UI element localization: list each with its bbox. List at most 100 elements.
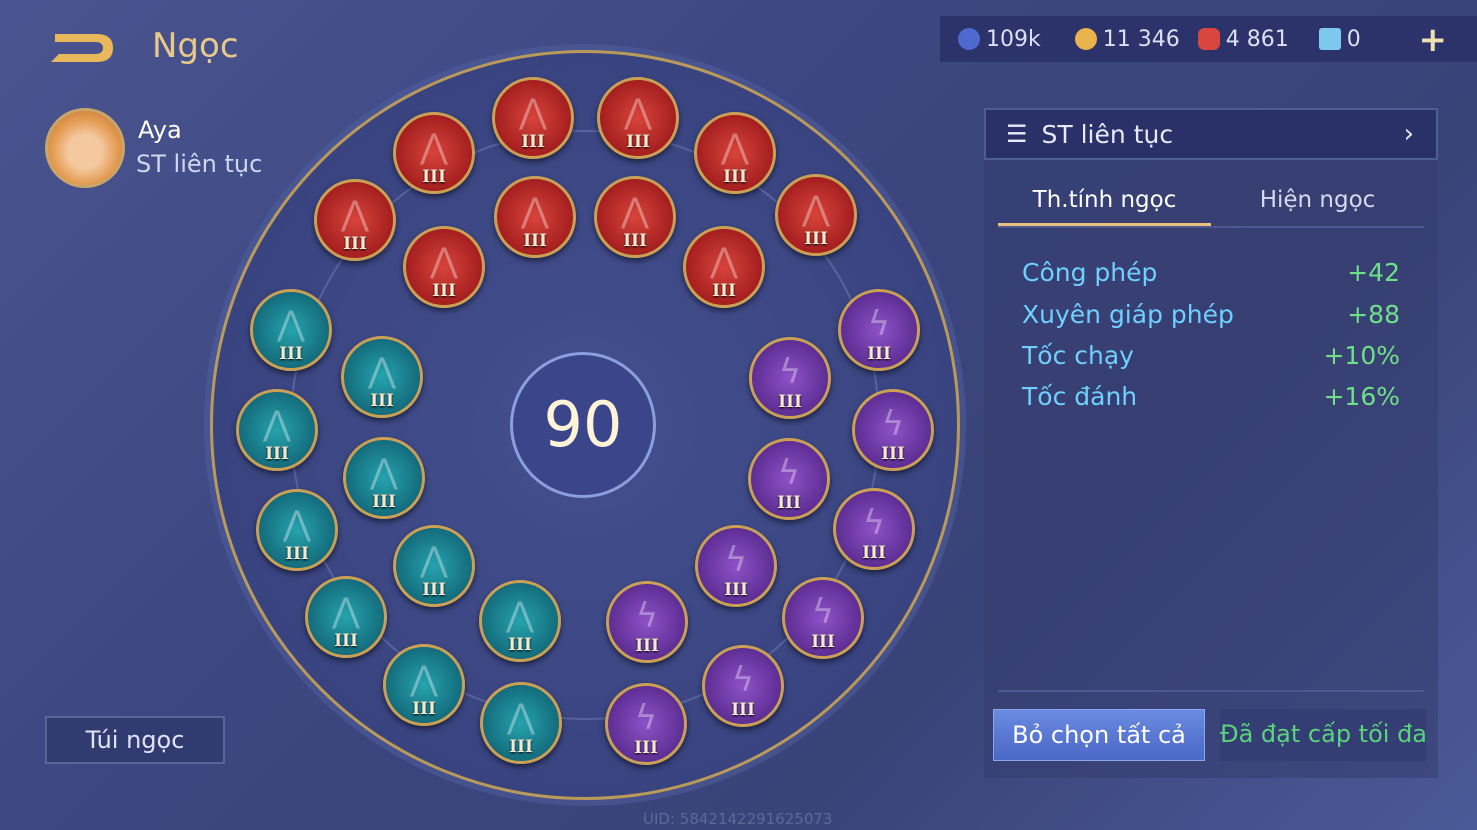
preset-selector[interactable]: ☰ ST liên tục ›	[984, 108, 1438, 160]
purple-gem-slot[interactable]: ϟ III	[695, 525, 777, 607]
resource-blue-card: 0	[1318, 26, 1361, 52]
divider	[998, 690, 1424, 692]
teal-gem-slot[interactable]: ⋀ III	[479, 580, 561, 662]
hero-name: Aya	[138, 116, 182, 144]
red-gem-slot[interactable]: ⋀ III	[314, 179, 396, 261]
max-level-status: Đã đạt cấp tối đa	[1220, 709, 1427, 761]
purple-gem-icon: ϟ	[731, 660, 755, 700]
hero-avatar[interactable]	[45, 108, 125, 188]
purple-gem-icon: ϟ	[862, 503, 886, 543]
purple-gem-slot[interactable]: ϟ III	[782, 577, 864, 659]
red-gem-slot[interactable]: ⋀ III	[403, 226, 485, 308]
gem-tier: III	[881, 444, 905, 464]
purple-gem-icon: ϟ	[867, 304, 891, 344]
purple-gem-icon: ϟ	[777, 453, 801, 493]
red-gem-slot[interactable]: ⋀ III	[775, 174, 857, 256]
purple-gem-slot[interactable]: ϟ III	[833, 488, 915, 570]
stat-name: Xuyên giáp phép	[1022, 300, 1234, 329]
purple-gem-slot[interactable]: ϟ III	[605, 683, 687, 765]
gem-tier: III	[867, 344, 891, 364]
gem-tier: III	[778, 392, 802, 412]
gem-tier: III	[523, 231, 547, 251]
red-gem-icon: ⋀	[624, 92, 652, 132]
gem-tier: III	[285, 544, 309, 564]
teal-gem-slot[interactable]: ⋀ III	[343, 437, 425, 519]
red-gem-slot[interactable]: ⋀ III	[393, 112, 475, 194]
deselect-all-button[interactable]: Bỏ chọn tất cả	[993, 709, 1205, 761]
red-gem-slot[interactable]: ⋀ III	[683, 226, 765, 308]
red-gem-slot[interactable]: ⋀ III	[694, 112, 776, 194]
red-gem-icon: ⋀	[621, 191, 649, 231]
page-title: Ngọc	[152, 26, 239, 66]
gem-tier: III	[508, 635, 532, 655]
gem-tier: III	[862, 543, 886, 563]
gem-tier: III	[804, 229, 828, 249]
purple-gem-slot[interactable]: ϟ III	[606, 581, 688, 663]
teal-gem-icon: ⋀	[283, 504, 311, 544]
gem-tier: III	[372, 492, 396, 512]
red-gem-slot[interactable]: ⋀ III	[594, 176, 676, 258]
gem-tier: III	[279, 344, 303, 364]
stat-value: +10%	[1323, 341, 1400, 370]
red-gem-icon: ⋀	[721, 127, 749, 167]
teal-gem-slot[interactable]: ⋀ III	[383, 644, 465, 726]
gem-tier: III	[712, 281, 736, 301]
gem-tier: III	[422, 580, 446, 600]
add-resource-button[interactable]: +	[1418, 20, 1448, 60]
tab-show-gems[interactable]: Hiện ngọc	[1259, 187, 1376, 213]
resource-bar: 109k 11 346 4 861 0 +	[940, 16, 1477, 62]
teal-gem-icon: ⋀	[507, 697, 535, 737]
teal-gem-icon: ⋀	[263, 404, 291, 444]
gem-tier: III	[777, 493, 801, 513]
stat-name: Tốc chạy	[1022, 341, 1134, 370]
red-gem-slot[interactable]: ⋀ III	[492, 77, 574, 159]
teal-gem-icon: ⋀	[332, 591, 360, 631]
teal-gem-icon: ⋀	[410, 659, 438, 699]
resource-value: 109k	[986, 26, 1041, 52]
gem-tier: III	[343, 234, 367, 254]
gem-tier: III	[370, 391, 394, 411]
teal-gem-icon: ⋀	[420, 540, 448, 580]
purple-gem-slot[interactable]: ϟ III	[838, 289, 920, 371]
stat-value: +88	[1347, 300, 1400, 329]
resource-red-gem: 4 861	[1197, 26, 1289, 52]
red-gem-icon	[1197, 28, 1220, 50]
gem-tier: III	[724, 580, 748, 600]
red-gem-slot[interactable]: ⋀ III	[597, 77, 679, 159]
gem-tier: III	[334, 631, 358, 651]
teal-gem-slot[interactable]: ⋀ III	[250, 289, 332, 371]
blue-card-icon	[1318, 28, 1341, 50]
teal-gem-slot[interactable]: ⋀ III	[393, 525, 475, 607]
teal-gem-slot[interactable]: ⋀ III	[256, 489, 338, 571]
resource-value: 0	[1346, 26, 1361, 52]
red-gem-slot[interactable]: ⋀ III	[494, 176, 576, 258]
gem-bag-button[interactable]: Túi ngọc	[45, 716, 225, 764]
gem-tier: III	[634, 738, 658, 758]
teal-gem-icon: ⋀	[277, 304, 305, 344]
purple-gem-slot[interactable]: ϟ III	[748, 438, 830, 520]
red-gem-icon: ⋀	[430, 241, 458, 281]
gem-tier: III	[432, 281, 456, 301]
stat-name: Công phép	[1022, 258, 1158, 287]
gem-tier: III	[635, 636, 659, 656]
teal-gem-slot[interactable]: ⋀ III	[305, 576, 387, 658]
gold-coin-icon	[1074, 28, 1097, 50]
purple-gem-slot[interactable]: ϟ III	[852, 389, 934, 471]
teal-gem-slot[interactable]: ⋀ III	[236, 389, 318, 471]
red-gem-icon: ⋀	[710, 241, 738, 281]
purple-gem-icon: ϟ	[811, 592, 835, 632]
list-icon: ☰	[1006, 120, 1028, 148]
stat-row: Xuyên giáp phép +88	[1022, 300, 1400, 329]
resource-value: 4 861	[1225, 26, 1289, 52]
teal-gem-slot[interactable]: ⋀ III	[480, 682, 562, 764]
panel-tabs: Th.tính ngọc Hiện ngọc	[998, 180, 1424, 228]
purple-gem-slot[interactable]: ϟ III	[749, 337, 831, 419]
resource-value: 11 346	[1102, 26, 1180, 52]
tab-gem-stats[interactable]: Th.tính ngọc	[998, 180, 1211, 226]
purple-gem-slot[interactable]: ϟ III	[702, 645, 784, 727]
teal-gem-slot[interactable]: ⋀ III	[341, 336, 423, 418]
back-arrow-icon[interactable]	[45, 28, 117, 66]
stat-name: Tốc đánh	[1022, 382, 1138, 411]
stat-value: +42	[1347, 258, 1400, 287]
purple-gem-icon: ϟ	[778, 352, 802, 392]
